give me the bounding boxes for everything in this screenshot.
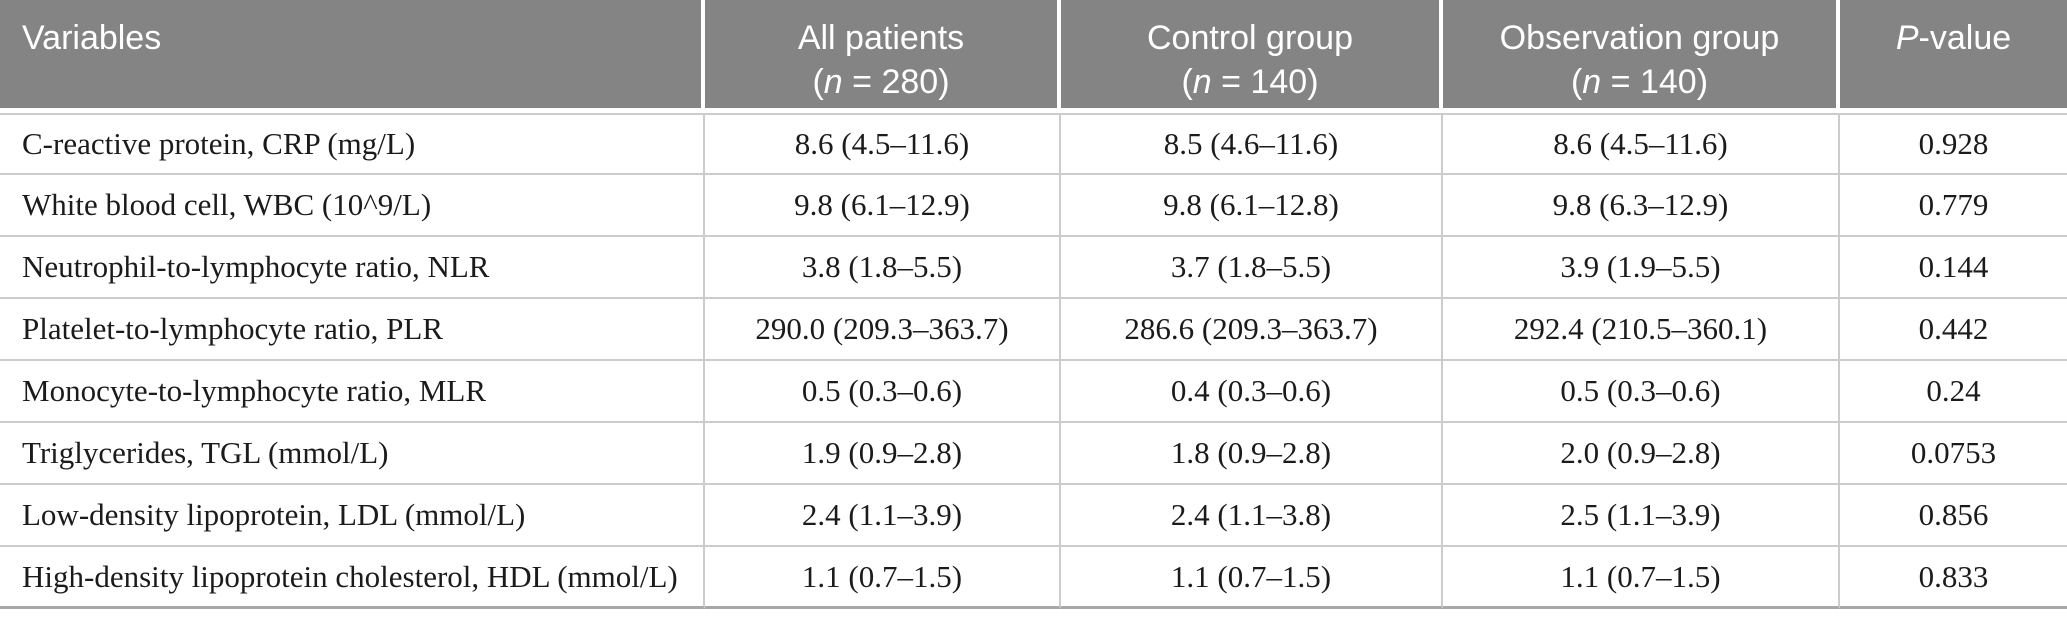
table-header: Variables All patients (n = 280) Control… (0, 0, 2067, 113)
observation-group-cell: 292.4 (210.5–360.1) (1443, 299, 1840, 361)
table-row: Low-density lipoprotein, LDL (mmol/L) 2.… (0, 485, 2067, 547)
all-patients-cell: 290.0 (209.3–363.7) (705, 299, 1061, 361)
variable-cell: Monocyte-to-lymphocyte ratio, MLR (0, 361, 705, 423)
control-group-cell: 286.6 (209.3–363.7) (1061, 299, 1443, 361)
n-symbol: n (823, 63, 843, 101)
table-body: C-reactive protein, CRP (mg/L) 8.6 (4.5–… (0, 113, 2067, 609)
n-symbol: n (1192, 63, 1212, 101)
observation-group-cell: 8.6 (4.5–11.6) (1443, 113, 1840, 175)
observation-group-cell: 2.0 (0.9–2.8) (1443, 423, 1840, 485)
column-header-variables: Variables (0, 0, 705, 113)
control-group-cell: 2.4 (1.1–3.8) (1061, 485, 1443, 547)
all-patients-cell: 8.6 (4.5–11.6) (705, 113, 1061, 175)
observation-group-title: Observation group (1499, 19, 1780, 57)
observation-group-count: (n = 140) (1570, 63, 1709, 101)
column-header-all-patients: All patients (n = 280) (705, 0, 1061, 113)
p-symbol: P (1895, 19, 1919, 57)
control-group-cell: 9.8 (6.1–12.8) (1061, 175, 1443, 237)
table-row: Platelet-to-lymphocyte ratio, PLR 290.0 … (0, 299, 2067, 361)
p-value-cell: 0.833 (1840, 547, 2067, 609)
observation-group-cell: 2.5 (1.1–3.9) (1443, 485, 1840, 547)
control-group-cell: 0.4 (0.3–0.6) (1061, 361, 1443, 423)
control-group-title: Control group (1146, 19, 1353, 57)
observation-group-cell: 0.5 (0.3–0.6) (1443, 361, 1840, 423)
table-row: C-reactive protein, CRP (mg/L) 8.6 (4.5–… (0, 113, 2067, 175)
all-patients-cell: 0.5 (0.3–0.6) (705, 361, 1061, 423)
control-group-cell: 1.8 (0.9–2.8) (1061, 423, 1443, 485)
variable-cell: C-reactive protein, CRP (mg/L) (0, 113, 705, 175)
variable-cell: Platelet-to-lymphocyte ratio, PLR (0, 299, 705, 361)
all-patients-count: (n = 280) (812, 63, 950, 101)
observation-group-cell: 3.9 (1.9–5.5) (1443, 237, 1840, 299)
p-value-cell: 0.442 (1840, 299, 2067, 361)
control-group-count: (n = 140) (1181, 63, 1319, 101)
all-patients-cell: 3.8 (1.8–5.5) (705, 237, 1061, 299)
all-patients-cell: 1.1 (0.7–1.5) (705, 547, 1061, 609)
table-header-row: Variables All patients (n = 280) Control… (0, 0, 2067, 113)
baseline-characteristics-table: Variables All patients (n = 280) Control… (0, 0, 2067, 609)
observation-group-cell: 1.1 (0.7–1.5) (1443, 547, 1840, 609)
column-header-observation-group: Observation group (n = 140) (1443, 0, 1840, 113)
variable-cell: High-density lipoprotein cholesterol, HD… (0, 547, 705, 609)
n-symbol: n (1582, 63, 1602, 101)
p-value-cell: 0.928 (1840, 113, 2067, 175)
p-value-cell: 0.144 (1840, 237, 2067, 299)
p-value-cell: 0.0753 (1840, 423, 2067, 485)
variables-header-label: Variables (22, 19, 162, 57)
variable-cell: Triglycerides, TGL (mmol/L) (0, 423, 705, 485)
table-row: Monocyte-to-lymphocyte ratio, MLR 0.5 (0… (0, 361, 2067, 423)
observation-group-cell: 9.8 (6.3–12.9) (1443, 175, 1840, 237)
all-patients-title: All patients (797, 19, 965, 57)
all-patients-cell: 2.4 (1.1–3.9) (705, 485, 1061, 547)
p-value-cell: 0.24 (1840, 361, 2067, 423)
table-row: Neutrophil-to-lymphocyte ratio, NLR 3.8 … (0, 237, 2067, 299)
p-value-cell: 0.856 (1840, 485, 2067, 547)
table-row: White blood cell, WBC (10^9/L) 9.8 (6.1–… (0, 175, 2067, 237)
all-patients-cell: 9.8 (6.1–12.9) (705, 175, 1061, 237)
variable-cell: Neutrophil-to-lymphocyte ratio, NLR (0, 237, 705, 299)
all-patients-cell: 1.9 (0.9–2.8) (705, 423, 1061, 485)
p-value-cell: 0.779 (1840, 175, 2067, 237)
table-row: Triglycerides, TGL (mmol/L) 1.9 (0.9–2.8… (0, 423, 2067, 485)
control-group-cell: 1.1 (0.7–1.5) (1061, 547, 1443, 609)
control-group-cell: 8.5 (4.6–11.6) (1061, 113, 1443, 175)
column-header-control-group: Control group (n = 140) (1061, 0, 1443, 113)
column-header-p-value: P-value (1840, 0, 2067, 113)
table-row: High-density lipoprotein cholesterol, HD… (0, 547, 2067, 609)
variable-cell: White blood cell, WBC (10^9/L) (0, 175, 705, 237)
variable-cell: Low-density lipoprotein, LDL (mmol/L) (0, 485, 705, 547)
control-group-cell: 3.7 (1.8–5.5) (1061, 237, 1443, 299)
